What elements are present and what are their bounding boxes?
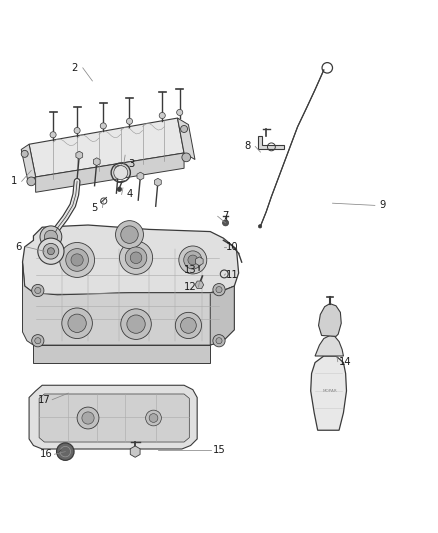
Polygon shape [318, 304, 341, 336]
Polygon shape [195, 281, 204, 288]
Circle shape [180, 318, 196, 333]
Circle shape [71, 254, 83, 266]
Circle shape [62, 308, 92, 338]
Polygon shape [130, 446, 140, 457]
Polygon shape [93, 158, 100, 166]
Polygon shape [258, 135, 285, 149]
Circle shape [114, 166, 128, 180]
Text: 5: 5 [92, 203, 98, 213]
Circle shape [117, 187, 122, 191]
Polygon shape [22, 225, 239, 295]
Circle shape [149, 414, 158, 422]
Text: 9: 9 [380, 200, 386, 211]
Circle shape [32, 285, 44, 297]
Circle shape [60, 243, 95, 277]
Polygon shape [29, 118, 184, 177]
Polygon shape [33, 345, 210, 362]
Circle shape [116, 221, 144, 248]
Polygon shape [315, 335, 343, 356]
Circle shape [184, 251, 202, 269]
Circle shape [44, 230, 57, 244]
Circle shape [35, 338, 41, 344]
Circle shape [32, 335, 44, 347]
Polygon shape [115, 165, 122, 173]
Circle shape [127, 315, 145, 333]
Text: 8: 8 [244, 141, 251, 151]
Circle shape [68, 314, 86, 333]
Circle shape [82, 412, 94, 424]
Polygon shape [39, 394, 189, 442]
Polygon shape [311, 356, 346, 430]
Circle shape [127, 118, 133, 124]
Text: 4: 4 [127, 189, 133, 199]
Circle shape [40, 226, 62, 248]
Circle shape [100, 123, 106, 129]
Polygon shape [210, 286, 234, 345]
Text: 13: 13 [184, 265, 197, 275]
Circle shape [57, 443, 74, 461]
Circle shape [38, 238, 64, 264]
Circle shape [223, 220, 229, 226]
Circle shape [179, 246, 207, 274]
Circle shape [121, 226, 138, 244]
Polygon shape [29, 385, 197, 449]
Polygon shape [22, 262, 234, 345]
Circle shape [146, 410, 161, 426]
Text: 1: 1 [11, 176, 17, 187]
Circle shape [188, 255, 198, 265]
Polygon shape [155, 179, 161, 186]
Text: 10: 10 [226, 242, 238, 252]
Text: 7: 7 [223, 211, 229, 221]
Circle shape [159, 112, 165, 118]
Circle shape [130, 252, 142, 264]
Circle shape [125, 247, 147, 269]
Circle shape [175, 312, 201, 338]
Text: MOPAR: MOPAR [322, 389, 337, 393]
Text: 14: 14 [339, 357, 352, 367]
Polygon shape [196, 257, 203, 265]
Circle shape [47, 248, 54, 255]
Polygon shape [35, 153, 184, 192]
Polygon shape [21, 144, 35, 181]
Text: 3: 3 [128, 159, 135, 169]
Text: 11: 11 [226, 270, 238, 280]
Circle shape [121, 309, 151, 340]
Text: 12: 12 [184, 282, 197, 292]
Circle shape [258, 224, 262, 228]
Circle shape [27, 177, 35, 185]
Circle shape [180, 125, 187, 133]
Circle shape [35, 287, 41, 294]
Text: 6: 6 [15, 242, 21, 252]
Circle shape [120, 241, 152, 274]
Polygon shape [76, 151, 83, 159]
Text: 15: 15 [212, 445, 226, 455]
Circle shape [213, 335, 225, 347]
Polygon shape [177, 118, 195, 159]
Circle shape [50, 132, 56, 138]
Circle shape [43, 244, 59, 259]
Text: 2: 2 [72, 63, 78, 73]
Polygon shape [137, 172, 144, 180]
Circle shape [21, 150, 28, 157]
Circle shape [74, 127, 80, 134]
Circle shape [182, 153, 191, 161]
Circle shape [177, 109, 183, 116]
Circle shape [216, 338, 222, 344]
Text: 17: 17 [38, 394, 51, 405]
Circle shape [216, 287, 222, 293]
Circle shape [213, 284, 225, 296]
Circle shape [66, 248, 88, 271]
Text: 16: 16 [40, 449, 53, 459]
Circle shape [77, 407, 99, 429]
